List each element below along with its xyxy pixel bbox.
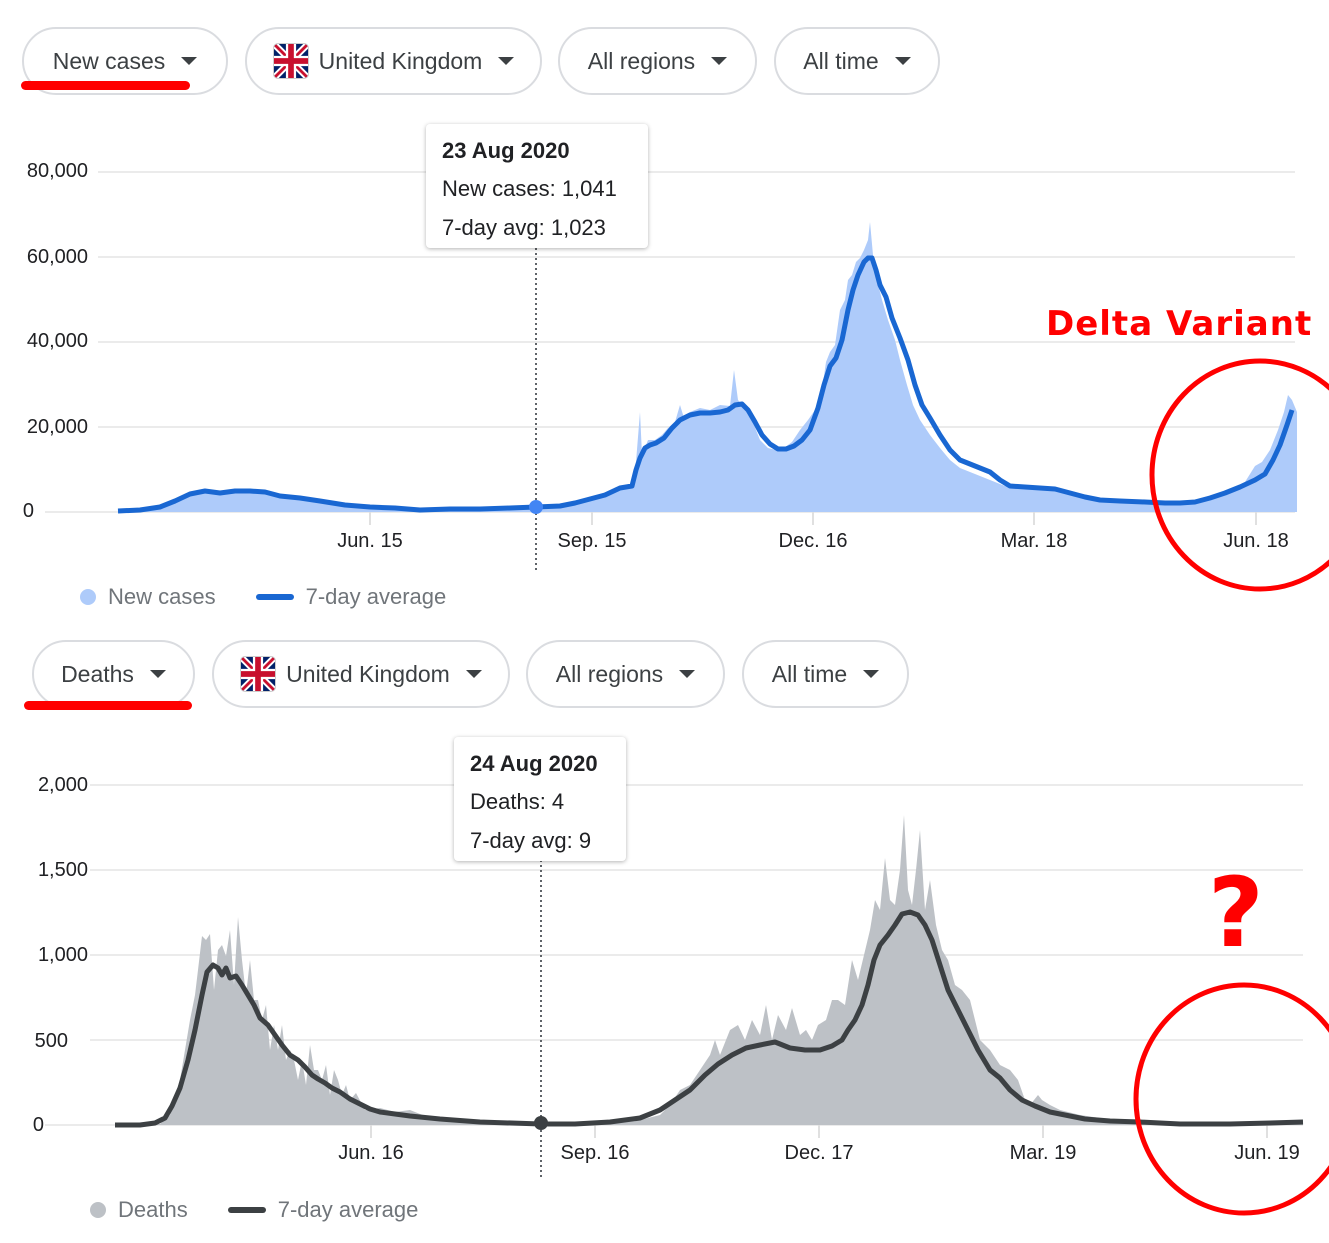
delta-variant-circle-annotation [1149, 358, 1329, 592]
deaths-legend: Deaths 7-day average [90, 1197, 418, 1223]
region-dropdown[interactable]: All regions [526, 640, 725, 708]
red-underline-annotation [24, 701, 192, 710]
region-label: All regions [587, 47, 696, 74]
region-label: All regions [555, 660, 664, 687]
delta-variant-annotation: Delta Variant [1046, 304, 1313, 344]
deaths-bars [115, 815, 1303, 1125]
caret-down-icon [894, 57, 911, 65]
x-tick-marks [369, 512, 1257, 525]
y-tick-500: 500 [34, 1030, 68, 1052]
uk-flag-icon [272, 43, 309, 79]
red-underline-annotation [21, 81, 190, 90]
new-cases-chart[interactable] [0, 0, 1329, 600]
y-tick-0: 0 [22, 500, 34, 522]
y-tick-80000: 80,000 [26, 160, 88, 182]
question-circle-annotation [1133, 982, 1329, 1216]
new-cases-bars [118, 222, 1297, 512]
country-dropdown[interactable]: United Kingdom [245, 27, 542, 95]
new-cases-legend-dot-icon [80, 589, 96, 605]
deaths-tooltip: 24 Aug 2020 Deaths: 4 7-day avg: 9 [454, 737, 626, 861]
avg-legend-line-icon [227, 1207, 266, 1213]
metric-label: New cases [52, 47, 166, 74]
region-dropdown[interactable]: All regions [558, 27, 757, 95]
x-tick-sep16: Sep. 16 [560, 1142, 630, 1164]
country-dropdown[interactable]: United Kingdom [212, 640, 510, 708]
country-label: United Kingdom [286, 660, 450, 687]
deaths-7day-line [115, 909, 1304, 1128]
country-label: United Kingdom [318, 47, 483, 74]
metric-dropdown-deaths[interactable]: Deaths [32, 640, 195, 708]
x-tick-sep15: Sep. 15 [557, 530, 627, 552]
y-tick-0: 0 [32, 1114, 44, 1136]
x-tick-jun19: Jun. 19 [1234, 1142, 1300, 1164]
y-tick-40000: 40,000 [26, 330, 88, 352]
uk-flag-icon [240, 656, 277, 692]
hover-point [529, 500, 543, 514]
caret-down-icon [679, 670, 696, 678]
y-tick-1000: 1,000 [37, 944, 88, 966]
time-range-label: All time [771, 660, 848, 687]
tooltip-date: 24 Aug 2020 [470, 751, 598, 776]
legend-avg-label: 7-day average [277, 1197, 419, 1222]
y-tick-1500: 1,500 [37, 859, 88, 881]
x-tick-dec17: Dec. 17 [784, 1142, 854, 1164]
caret-down-icon [181, 57, 198, 65]
y-tick-60000: 60,000 [26, 246, 88, 268]
x-tick-jun15: Jun. 15 [337, 530, 403, 552]
tooltip-avg: 7-day avg: 9 [470, 828, 592, 853]
hover-point [534, 1116, 548, 1130]
caret-down-icon [465, 670, 482, 678]
avg-legend-line-icon [255, 594, 294, 600]
caret-down-icon [498, 57, 515, 65]
time-range-dropdown[interactable]: All time [774, 27, 940, 95]
metric-label: Deaths [61, 660, 134, 687]
time-range-dropdown[interactable]: All time [742, 640, 909, 708]
x-tick-mar19: Mar. 19 [1009, 1142, 1077, 1164]
x-tick-marks [370, 1125, 1268, 1138]
caret-down-icon [863, 670, 880, 678]
caret-down-icon [149, 670, 166, 678]
legend-deaths-label: Deaths [118, 1197, 188, 1222]
new-cases-7day-line [117, 255, 1295, 514]
x-tick-mar18: Mar. 18 [1000, 530, 1068, 552]
time-range-label: All time [803, 47, 879, 74]
x-tick-jun18: Jun. 18 [1223, 530, 1289, 552]
tooltip-value: New cases: 1,041 [442, 176, 617, 201]
y-tick-2000: 2,000 [37, 774, 88, 796]
caret-down-icon [711, 57, 728, 65]
tooltip-value: Deaths: 4 [470, 789, 565, 814]
new-cases-tooltip: 23 Aug 2020 New cases: 1,041 7-day avg: … [426, 124, 648, 248]
new-cases-legend: New cases 7-day average [80, 584, 446, 610]
question-mark-annotation: ? [1208, 857, 1264, 969]
legend-new-cases-label: New cases [108, 584, 216, 609]
x-tick-dec16: Dec. 16 [778, 530, 848, 552]
tooltip-avg: 7-day avg: 1,023 [442, 215, 606, 240]
tooltip-date: 23 Aug 2020 [442, 138, 570, 163]
deaths-legend-dot-icon [90, 1202, 106, 1218]
x-tick-jun16: Jun. 16 [338, 1142, 404, 1164]
y-tick-20000: 20,000 [26, 416, 88, 438]
legend-avg-label: 7-day average [305, 584, 447, 609]
